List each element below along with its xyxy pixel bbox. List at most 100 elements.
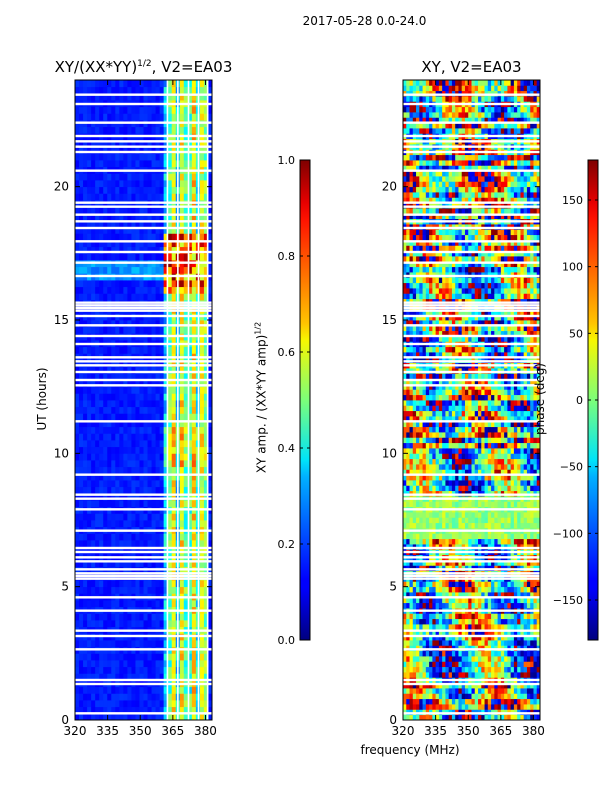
heatmap-cell xyxy=(95,326,100,334)
phase-heatmap-cell xyxy=(487,640,492,646)
heatmap-cell xyxy=(79,453,84,461)
heatmap-cell xyxy=(147,226,152,234)
heatmap-cell xyxy=(159,706,165,714)
phase-heatmap-cell xyxy=(491,533,495,540)
heatmap-cell xyxy=(87,433,92,441)
phase-heatmap-cell xyxy=(451,693,456,700)
heatmap-cell xyxy=(115,80,120,88)
heatmap-cell xyxy=(127,486,132,494)
phase-heatmap-cell xyxy=(448,597,453,604)
phase-heatmap-cell xyxy=(435,592,440,598)
phase-heatmap-cell xyxy=(425,661,430,668)
heatmap-cell xyxy=(167,446,173,454)
heatmap-cell xyxy=(183,193,189,201)
phase-heatmap-cell xyxy=(468,682,472,689)
heatmap-cell xyxy=(111,686,116,694)
heatmap-cell xyxy=(159,80,165,88)
heatmap-cell xyxy=(131,360,136,368)
heatmap-cell xyxy=(87,286,92,294)
heatmap-cell xyxy=(91,586,96,594)
heatmap-cell xyxy=(199,380,205,388)
heatmap-cell xyxy=(135,93,140,101)
heatmap-cell xyxy=(119,206,124,214)
flagged-row xyxy=(75,150,212,154)
heatmap-cell xyxy=(87,473,92,481)
heatmap-cell xyxy=(115,400,120,408)
heatmap-cell xyxy=(167,513,173,521)
heatmap-cell xyxy=(163,113,169,121)
phase-heatmap-cell xyxy=(412,533,417,540)
phase-heatmap-cell xyxy=(425,629,430,636)
heatmap-cell xyxy=(203,600,209,608)
phase-heatmap-cell xyxy=(429,586,433,593)
phase-heatmap-cell xyxy=(458,517,463,524)
heatmap-cell xyxy=(111,346,116,354)
phase-heatmap-cell xyxy=(422,656,427,662)
heatmap-cell xyxy=(171,406,177,414)
heatmap-cell xyxy=(127,546,132,554)
heatmap-cell xyxy=(131,660,136,668)
flagged-row xyxy=(75,140,212,143)
heatmap-cell xyxy=(79,426,84,434)
heatmap-cell xyxy=(147,586,152,594)
heatmap-cell xyxy=(83,213,88,221)
phase-heatmap-cell xyxy=(510,714,515,721)
heatmap-cell xyxy=(119,286,124,294)
phase-heatmap-cell xyxy=(494,517,498,524)
heatmap-cell xyxy=(103,366,108,374)
heatmap-cell xyxy=(155,400,161,408)
heatmap-cell xyxy=(79,140,84,148)
phase-heatmap-cell xyxy=(478,592,482,598)
heatmap-cell xyxy=(199,580,205,588)
phase-heatmap-cell xyxy=(461,592,466,598)
heatmap-cell xyxy=(203,126,209,134)
heatmap-cell xyxy=(119,480,124,488)
heatmap-cell xyxy=(127,240,132,248)
heatmap-cell xyxy=(115,180,120,188)
heatmap-cell xyxy=(151,586,156,594)
phase-heatmap-cell xyxy=(487,533,492,540)
phase-heatmap-cell xyxy=(448,581,453,588)
heatmap-cell xyxy=(187,420,193,428)
heatmap-cell xyxy=(207,546,213,554)
heatmap-cell xyxy=(155,366,161,374)
phase-heatmap-cell xyxy=(474,581,479,588)
phase-heatmap-cell xyxy=(448,640,453,646)
heatmap-cell xyxy=(111,480,116,488)
phase-heatmap-cell xyxy=(484,714,489,721)
flagged-row xyxy=(75,370,212,374)
heatmap-cell xyxy=(159,280,165,288)
heatmap-cell xyxy=(207,326,213,334)
phase-heatmap-cell xyxy=(435,512,440,518)
phase-heatmap-cell xyxy=(484,656,489,662)
phase-heatmap-cell xyxy=(513,704,518,710)
heatmap-cell xyxy=(107,420,112,428)
heatmap-cell xyxy=(199,400,205,408)
heatmap-cell xyxy=(131,386,136,394)
heatmap-cell xyxy=(159,486,165,494)
heatmap-cell xyxy=(203,653,209,661)
phase-heatmap-cell xyxy=(494,538,498,545)
heatmap-cell xyxy=(123,126,128,134)
heatmap-cell xyxy=(91,640,96,648)
phase-heatmap-cell xyxy=(432,517,437,524)
flagged-row xyxy=(75,420,212,423)
heatmap-cell xyxy=(179,380,185,388)
phase-heatmap-cell xyxy=(458,704,463,710)
phase-heatmap-cell xyxy=(445,512,450,518)
phase-heatmap-cell xyxy=(412,661,417,668)
heatmap-cell xyxy=(147,486,152,494)
heatmap-cell xyxy=(87,233,92,241)
heatmap-cell xyxy=(163,660,169,668)
heatmap-cell xyxy=(115,253,120,261)
phase-heatmap-cell xyxy=(455,634,459,641)
phase-heatmap-cell xyxy=(409,512,414,518)
heatmap-cell xyxy=(87,686,92,694)
heatmap-cell xyxy=(171,686,177,694)
phase-heatmap-cell xyxy=(504,672,508,678)
heatmap-cell xyxy=(83,413,88,421)
phase-heatmap-cell xyxy=(412,640,417,646)
phase-heatmap-cell xyxy=(448,538,453,545)
heatmap-cell xyxy=(83,460,88,468)
heatmap-cell xyxy=(111,266,116,274)
